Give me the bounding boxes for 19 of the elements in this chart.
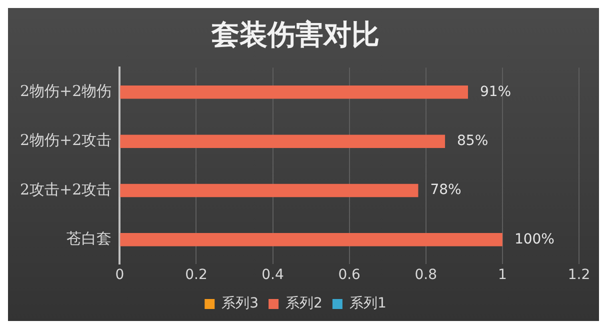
legend-label: 系列3 xyxy=(222,296,259,312)
x-tick-label: 1.2 xyxy=(568,267,590,284)
legend-label: 系列2 xyxy=(286,296,322,312)
x-tick-label: 0.6 xyxy=(338,267,361,284)
y-tick-label: 苍白套 xyxy=(66,230,112,248)
data-label: 85% xyxy=(457,132,488,149)
x-tick-label: 1 xyxy=(498,267,507,284)
legend-label: 系列1 xyxy=(349,296,386,312)
data-label: 91% xyxy=(480,84,512,100)
y-tick-label: 2攻击+2攻击 xyxy=(20,180,112,198)
chart-title: 套装伤害对比 xyxy=(210,18,380,52)
data-label: 100% xyxy=(514,231,554,248)
x-tick-label: 0 xyxy=(115,267,124,284)
x-tick-label: 0.2 xyxy=(185,267,208,284)
y-tick-label: 2物伤+2物伤 xyxy=(20,82,112,100)
x-tick-label: 0.8 xyxy=(414,267,438,284)
x-tick-label: 0.4 xyxy=(262,267,284,284)
y-tick-label: 2物伤+2攻击 xyxy=(20,131,112,150)
data-label: 78% xyxy=(430,182,462,198)
